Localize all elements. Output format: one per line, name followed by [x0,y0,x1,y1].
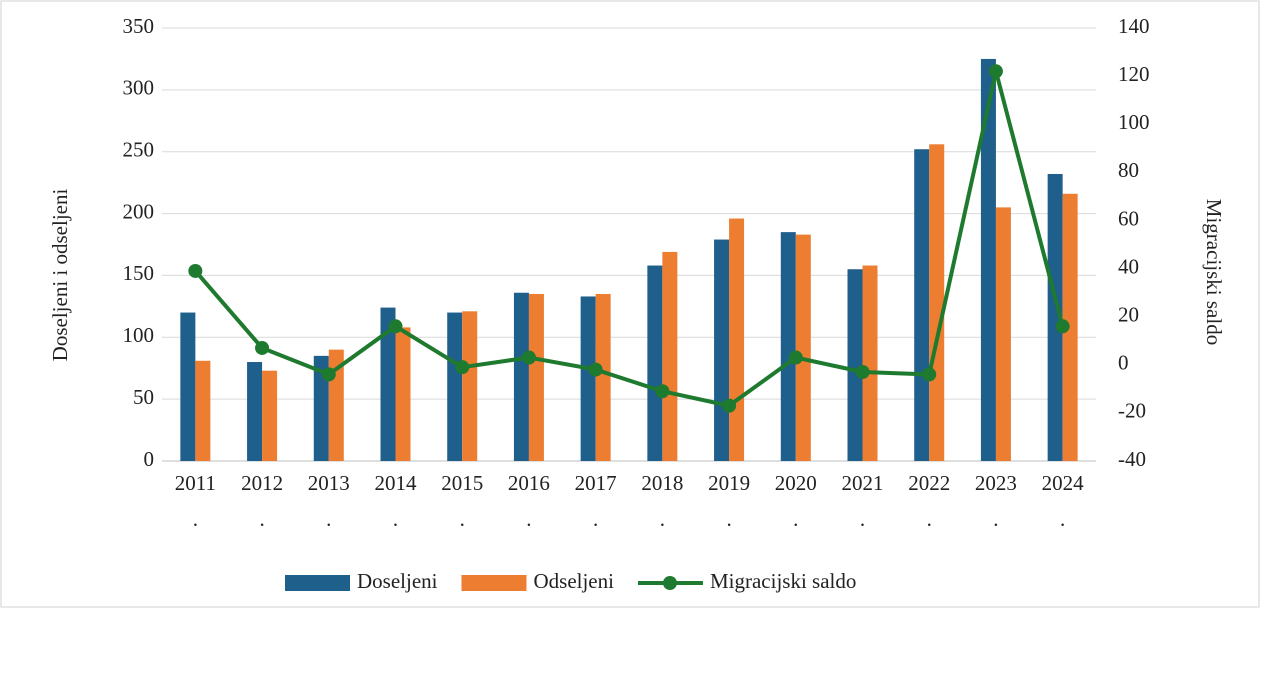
x-tick-label: 2012. [241,471,283,531]
y-tick-label: 50 [133,385,154,409]
x-tick-label: 2018. [641,471,683,531]
line-marker [521,350,536,365]
y-tick-label: 300 [123,76,155,100]
y2-tick-label: 40 [1118,254,1139,278]
bar [714,239,730,461]
x-tick-label: 2024. [1042,471,1085,531]
bar [513,292,529,461]
legend-label: Doseljeni [357,569,438,593]
x-tick-label: 2014. [375,471,418,531]
y-tick-label: 350 [123,14,155,38]
line-marker [988,64,1003,79]
line-marker [388,319,403,334]
legend-swatch [285,575,350,591]
bar [862,265,878,461]
legend-swatch [662,576,677,590]
x-tick-label: 2020. [775,471,817,531]
bar [729,218,745,461]
x-tick-label: 2022. [908,471,950,531]
line [193,70,1065,408]
bar [262,370,278,461]
legend-label: Odseljeni [533,569,614,593]
line-marker [788,350,803,365]
line-marker [1055,319,1070,334]
y2-tick-label: 100 [1118,110,1150,134]
x-tick-label: 2016. [508,471,550,531]
bar [1062,193,1078,461]
y-tick-label: 100 [123,323,155,347]
x-tick-label: 2021. [842,471,884,531]
bar [795,234,811,461]
bar [1047,173,1063,462]
line-marker [655,384,670,399]
y-tick-label: 250 [123,138,155,162]
y2-axis-label: Migracijski saldo [1202,199,1226,345]
bar [914,149,930,462]
bar [595,293,611,461]
bar [580,296,596,461]
bar [313,355,329,461]
y2-tick-label: 120 [1118,62,1150,86]
line-marker [188,263,203,278]
bar [380,307,396,461]
line-marker [255,340,270,355]
y-tick-label: 0 [144,447,155,471]
y2-tick-label: 60 [1118,206,1139,230]
y2-tick-label: -20 [1118,399,1146,423]
x-tick-label: 2019. [708,471,750,531]
line-marker [722,398,737,413]
legend-label: Migracijski saldo [710,569,856,593]
bar [447,312,463,461]
bar [462,311,478,461]
legend-swatch [461,575,527,591]
x-tick-label: 2011. [175,471,216,531]
y2-tick-label: 80 [1118,158,1139,182]
x-tick-label: 2023. [975,471,1017,531]
y-axis-label: Doseljeni i odseljeni [48,189,72,362]
x-tick-label: 2017. [575,471,617,531]
line-marker [321,367,336,382]
y-tick-label: 200 [123,199,155,223]
bar [780,232,796,461]
y2-tick-label: 140 [1118,14,1150,38]
bar [995,207,1011,461]
line-marker [455,360,470,375]
bar [395,327,411,461]
line-marker [855,364,870,379]
y2-tick-label: 0 [1118,351,1129,375]
y2-tick-label: 20 [1118,302,1139,326]
bar [180,312,196,461]
line-marker [588,362,603,377]
bar [247,362,263,461]
line-marker [922,367,937,382]
bar [195,360,211,461]
bar [929,144,945,461]
bar [662,251,678,461]
bar [528,293,544,461]
y-tick-label: 150 [123,261,155,285]
x-tick-label: 2013. [308,471,350,531]
bar [980,58,996,462]
x-tick-label: 2015. [441,471,483,531]
bar [647,265,663,461]
bar [847,269,863,461]
y2-tick-label: -40 [1118,447,1146,471]
